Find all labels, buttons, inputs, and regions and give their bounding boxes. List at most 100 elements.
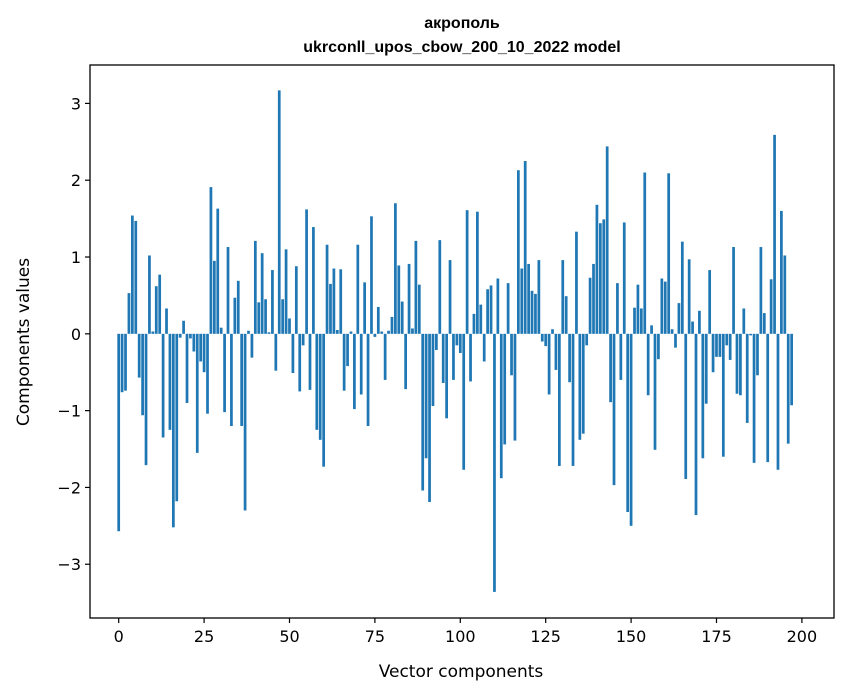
bar [551, 329, 554, 334]
bar [397, 265, 401, 334]
bar [137, 333, 141, 378]
bar [376, 306, 380, 334]
bar [322, 333, 326, 467]
bar [216, 208, 220, 334]
bar [595, 204, 599, 334]
y-tick-label: 2 [71, 171, 81, 190]
bar [400, 301, 404, 334]
bar [127, 293, 131, 334]
bar [776, 333, 780, 470]
bar [674, 333, 677, 348]
bar [534, 293, 537, 334]
bar [404, 333, 407, 390]
bar [431, 333, 435, 407]
bar [520, 268, 524, 334]
bar [503, 333, 507, 445]
bar [329, 283, 332, 334]
bar [493, 333, 496, 592]
bar [394, 203, 397, 334]
x-tick-label: 200 [787, 627, 818, 646]
bar [506, 283, 510, 334]
bar [373, 333, 377, 337]
bar [318, 333, 322, 440]
bar [715, 333, 718, 357]
bar [513, 333, 517, 441]
bar [588, 277, 592, 334]
bar [786, 333, 790, 444]
bar [561, 260, 565, 334]
bar [445, 333, 448, 419]
bar [226, 247, 230, 334]
bar [130, 215, 134, 334]
bar [124, 333, 127, 391]
bar [489, 285, 493, 334]
bar [335, 329, 339, 334]
bar [660, 278, 664, 334]
bar [212, 260, 216, 334]
bar [417, 284, 421, 334]
bar [619, 333, 623, 380]
bar [387, 330, 390, 334]
bar [691, 321, 694, 334]
bar [305, 209, 308, 334]
bar [390, 316, 394, 334]
bar [260, 253, 264, 334]
bar [773, 134, 776, 334]
bar [175, 333, 179, 502]
bar [783, 255, 787, 334]
bar [496, 278, 500, 334]
bar [756, 333, 759, 376]
bar [342, 333, 346, 391]
chart-title: акрополь [424, 15, 500, 32]
bar [633, 307, 636, 334]
bar [752, 333, 756, 463]
y-tick-label: −3 [57, 555, 81, 574]
bar [339, 269, 343, 334]
bar [622, 222, 626, 334]
bar [301, 333, 305, 346]
bar [605, 146, 609, 334]
bar [663, 281, 667, 334]
x-tick-label: 150 [616, 627, 647, 646]
x-axis: 0 25 50 75 100 125 150 175 200 [114, 618, 818, 646]
bar [291, 333, 295, 373]
bar [267, 332, 271, 334]
bar [578, 333, 582, 440]
bar [455, 333, 459, 346]
y-axis-label: Components values [14, 258, 34, 426]
bar [762, 313, 766, 334]
bar [486, 289, 489, 334]
bar [639, 308, 643, 334]
bar [230, 333, 233, 426]
bar [547, 333, 551, 395]
bar [568, 333, 571, 383]
bar [134, 220, 138, 334]
bar [458, 333, 462, 354]
bar [711, 333, 715, 373]
y-tick-label: −1 [57, 402, 81, 421]
bar [151, 331, 155, 334]
bar [185, 333, 189, 403]
bar [575, 231, 578, 334]
x-tick-label: 175 [701, 627, 732, 646]
bar [646, 333, 650, 396]
x-tick-label: 125 [530, 627, 561, 646]
bar [780, 210, 783, 334]
bar [199, 333, 203, 362]
bar [332, 268, 336, 334]
x-tick-label: 100 [445, 627, 476, 646]
bar [732, 247, 735, 334]
bar [465, 210, 469, 334]
bar [598, 223, 602, 334]
x-axis-label: Vector components [379, 662, 544, 682]
y-tick-label: 1 [71, 248, 81, 267]
bar [383, 333, 387, 380]
bar [469, 333, 472, 382]
bar [359, 333, 363, 395]
bar [592, 263, 595, 334]
bar [363, 282, 367, 334]
bar [626, 333, 630, 513]
bar [438, 240, 442, 334]
bar [448, 260, 452, 334]
